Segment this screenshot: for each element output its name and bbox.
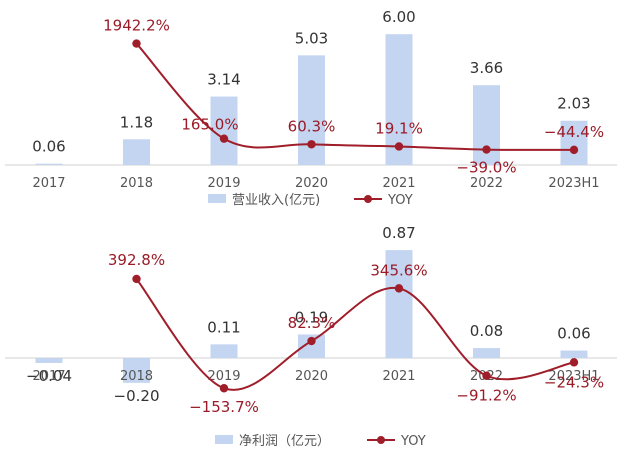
x-tick-label: 2019 — [207, 176, 240, 191]
x-tick-label: 2021 — [382, 176, 415, 191]
bar — [210, 344, 238, 358]
yoy-value-label: −24.3% — [544, 373, 604, 391]
bar — [123, 358, 150, 383]
legend-line-label: YOY — [400, 434, 426, 449]
yoy-line — [135, 42, 575, 151]
legend-bar-swatch — [208, 194, 226, 203]
legend-line-marker — [377, 436, 385, 444]
bar-value-label: 6.00 — [382, 8, 415, 26]
yoy-point — [569, 358, 579, 367]
bar — [473, 348, 500, 358]
yoy-value-label: −153.7% — [189, 398, 259, 416]
yoy-value-label: −91.2% — [456, 387, 516, 405]
yoy-point — [482, 371, 491, 380]
yoy-value-label: −44.4% — [544, 123, 604, 141]
yoy-value-label: 165.0% — [181, 116, 238, 134]
yoy-value-label: 345.6% — [370, 261, 427, 279]
legend-bar-swatch — [215, 435, 233, 444]
x-tick-label: 2020 — [295, 176, 328, 191]
yoy-point — [394, 142, 404, 151]
bar — [385, 250, 413, 358]
yoy-line — [135, 278, 575, 391]
legend-bar-label: 净利润（亿元） — [239, 434, 330, 449]
bar — [123, 139, 150, 165]
bar — [298, 55, 325, 165]
yoy-value-label: −39.0% — [456, 159, 516, 177]
yoy-value-label: 392.8% — [108, 251, 165, 269]
x-tick-label: 2018 — [120, 369, 153, 384]
bar — [210, 96, 238, 165]
yoy-point — [394, 284, 404, 293]
bar-value-label: 0.19 — [295, 308, 328, 326]
bar-value-label: 0.08 — [470, 322, 503, 340]
bar-value-label: 0.87 — [382, 224, 415, 242]
yoy-point — [569, 145, 579, 155]
bar — [560, 350, 588, 358]
yoy-point — [307, 140, 316, 149]
yoy-value-label: 60.3% — [288, 117, 336, 135]
bar — [35, 358, 63, 363]
bar-value-label: 2.03 — [557, 95, 590, 113]
yoy-point — [219, 134, 229, 143]
bar — [560, 120, 588, 165]
bar — [35, 163, 63, 165]
bar-value-label: 3.66 — [470, 59, 503, 77]
bar-value-label: 0.11 — [207, 318, 240, 336]
x-tick-label: 2018 — [120, 176, 153, 191]
yoy-value-label: 82.3% — [288, 314, 336, 332]
yoy-value-label: 1942.2% — [103, 17, 170, 35]
bar-value-label: 3.14 — [207, 71, 240, 89]
legend-bar-label: 营业收入(亿元) — [232, 193, 320, 208]
x-tick-label: 2023H1 — [548, 176, 599, 191]
x-tick-label: 2022 — [470, 176, 503, 191]
yoy-point — [219, 384, 229, 393]
bar-value-label: 0.06 — [557, 325, 590, 343]
bar-value-label: −0.04 — [26, 367, 72, 385]
legend-line-marker — [364, 195, 372, 203]
yoy-point — [482, 145, 491, 154]
x-tick-label: 2020 — [295, 369, 328, 384]
yoy-point — [132, 39, 141, 48]
x-tick-label: 2017 — [32, 176, 65, 191]
yoy-value-label: 19.1% — [375, 119, 423, 137]
x-tick-label: 2019 — [207, 369, 240, 384]
bar-value-label: 1.18 — [120, 113, 153, 131]
legend-line-label: YOY — [387, 193, 413, 208]
bar — [298, 334, 325, 358]
bar-value-label: 0.06 — [32, 138, 65, 156]
x-tick-label: 2023H1 — [548, 369, 599, 384]
yoy-point — [307, 336, 316, 346]
x-tick-label: 2021 — [382, 369, 415, 384]
x-tick-label: 2017 — [32, 369, 65, 384]
bar-value-label: 5.03 — [295, 29, 328, 47]
bar-value-label: −0.20 — [114, 387, 160, 405]
yoy-point — [132, 274, 141, 284]
